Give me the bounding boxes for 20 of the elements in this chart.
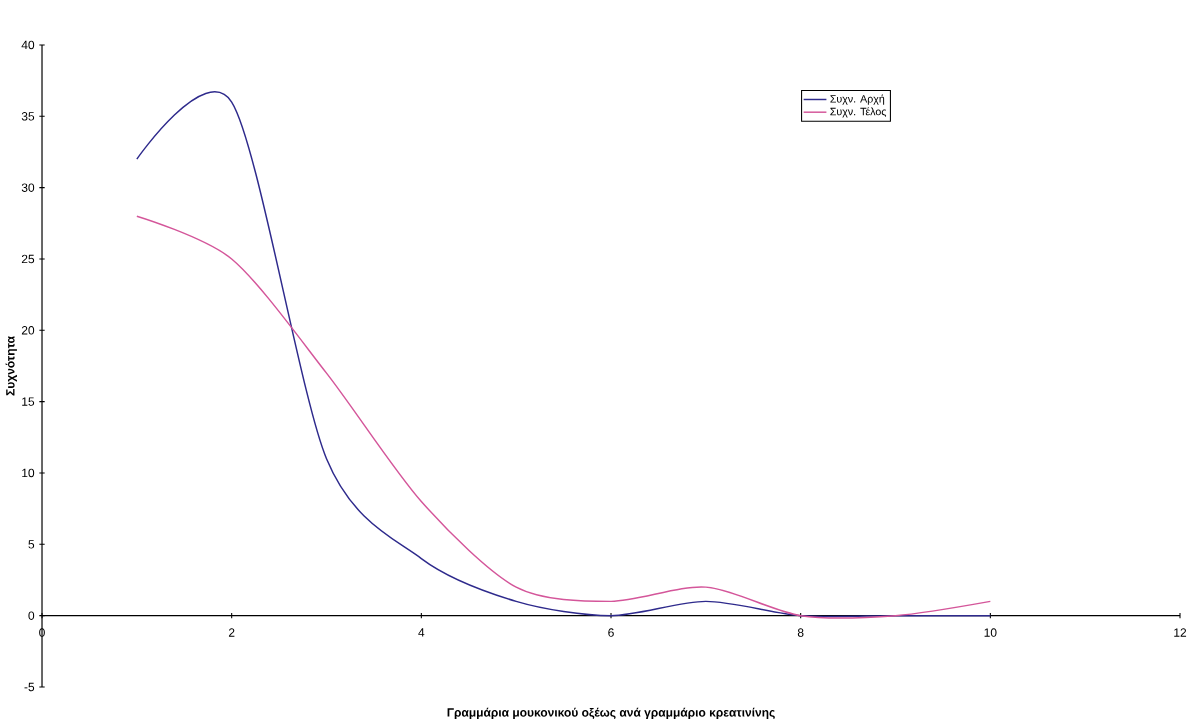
- y-tick-label: 10: [22, 468, 35, 478]
- y-tick-label: 0: [28, 611, 35, 620]
- y-tick-label: 40: [21, 40, 35, 50]
- y-tick-label: 25: [21, 254, 35, 264]
- y-axis-title: Συχνότητα: [5, 336, 17, 396]
- y-tick-label: 20: [21, 326, 35, 335]
- x-tick-label: 10: [984, 628, 997, 637]
- y-tick-label: 35: [21, 112, 35, 121]
- y-tick-label: -5: [24, 682, 35, 692]
- legend-label: Συχν. Αρχή: [830, 94, 885, 105]
- x-tick-label: 2: [228, 628, 235, 637]
- legend-label: Συχν. Τέλος: [830, 107, 887, 118]
- y-tick-label: 5: [28, 540, 35, 549]
- x-tick-label: 8: [797, 628, 804, 637]
- x-tick-label: 12: [1174, 628, 1187, 637]
- y-tick-label: 30: [21, 183, 35, 192]
- y-tick-label: 15: [22, 397, 35, 406]
- x-tick-label: 6: [608, 628, 614, 637]
- x-axis-title: Γραμμάρια μουκονικού οξέως ανά γραμμάριο κρεατινίνης: [447, 707, 775, 720]
- x-tick-label: 4: [418, 628, 425, 637]
